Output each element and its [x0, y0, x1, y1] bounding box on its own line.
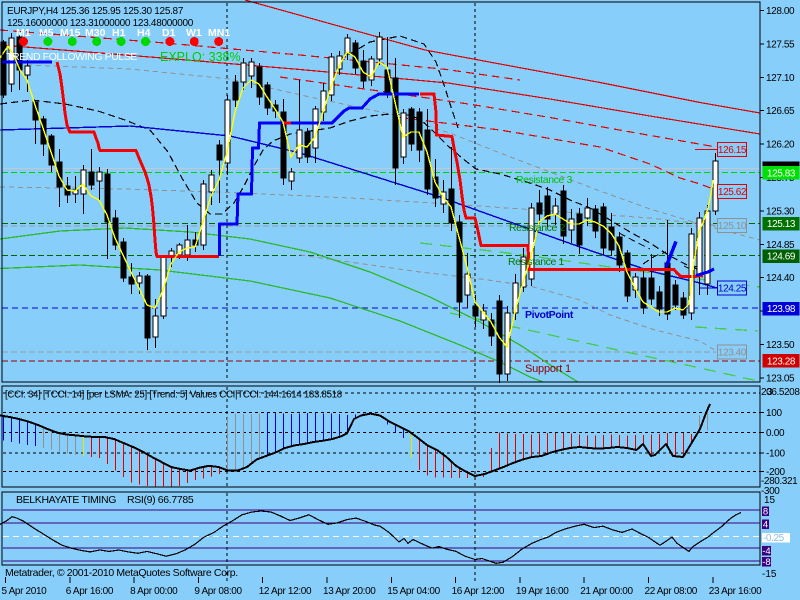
- svg-text:TREND FOLLOWING PULSE: TREND FOLLOWING PULSE: [6, 51, 137, 63]
- svg-text:126.20: 126.20: [766, 140, 795, 151]
- svg-text:W1: W1: [186, 27, 202, 39]
- svg-text:12 Apr 12:00: 12 Apr 12:00: [259, 586, 312, 597]
- svg-text:6 Apr 16:00: 6 Apr 16:00: [66, 586, 114, 597]
- svg-text:M30: M30: [85, 27, 106, 39]
- svg-text:100: 100: [766, 408, 783, 419]
- svg-text:M1: M1: [16, 27, 31, 39]
- svg-text:-8: -8: [762, 557, 770, 568]
- svg-text:124.85: 124.85: [766, 240, 795, 251]
- svg-text:127.10: 127.10: [766, 73, 795, 84]
- svg-text:BELKHAYATE TIMING: BELKHAYATE TIMING: [16, 494, 116, 506]
- svg-text:19 Apr 16:00: 19 Apr 16:00: [516, 586, 569, 597]
- svg-text:0.00: 0.00: [766, 428, 785, 439]
- svg-text:16 Apr 12:00: 16 Apr 12:00: [452, 586, 505, 597]
- svg-text:128.00: 128.00: [766, 6, 795, 17]
- svg-text:Support 1: Support 1: [525, 363, 571, 375]
- svg-text:21 Apr 00:00: 21 Apr 00:00: [580, 586, 633, 597]
- svg-text:-200: -200: [766, 467, 786, 478]
- svg-text:M5: M5: [39, 27, 54, 39]
- svg-text:125.16000000 123.31000000 123.: 125.16000000 123.31000000 123.48000000: [7, 18, 194, 29]
- svg-text:H4: H4: [137, 27, 151, 39]
- svg-text:126.65: 126.65: [766, 106, 795, 117]
- svg-text:Metatrader, © 2001-2010 MetaQu: Metatrader, © 2001-2010 MetaQuotes Softw…: [5, 567, 238, 579]
- svg-text:23 Apr 16:00: 23 Apr 16:00: [709, 586, 762, 597]
- svg-text:127.55: 127.55: [766, 39, 795, 50]
- svg-text:3: 3: [767, 387, 773, 398]
- svg-text:Resistance 3: Resistance 3: [516, 174, 572, 186]
- svg-text:EXPLO: 338%: EXPLO: 338%: [160, 50, 241, 64]
- svg-text:-15: -15: [762, 569, 777, 580]
- svg-text:[CCI: 34] [TCCI: 14] [per LSMA: [CCI: 34] [TCCI: 14] [per LSMA: 25] [Tre…: [5, 390, 342, 401]
- svg-text:123.28: 123.28: [767, 356, 796, 367]
- svg-text:M15: M15: [60, 27, 81, 39]
- svg-text:125.10: 125.10: [718, 221, 747, 232]
- svg-text:126.15: 126.15: [718, 145, 747, 156]
- svg-text:-4: -4: [762, 546, 770, 557]
- svg-text:RSI(9) 66.7785: RSI(9) 66.7785: [127, 494, 194, 506]
- svg-text:-300: -300: [761, 486, 780, 497]
- svg-text:H1: H1: [112, 27, 126, 39]
- svg-text:125.13: 125.13: [767, 219, 796, 230]
- svg-text:Resistance 1: Resistance 1: [508, 256, 564, 268]
- svg-text:-100: -100: [766, 449, 786, 460]
- svg-text:13 Apr 20:00: 13 Apr 20:00: [323, 586, 376, 597]
- svg-text:123.50: 123.50: [766, 340, 795, 351]
- svg-text:9 Apr 08:00: 9 Apr 08:00: [194, 586, 242, 597]
- svg-text:206.5208: 206.5208: [761, 387, 800, 398]
- svg-text:-0.25: -0.25: [763, 533, 785, 544]
- svg-text:15: 15: [764, 495, 776, 506]
- svg-text:125.30: 125.30: [766, 206, 795, 217]
- svg-text:MN1: MN1: [208, 27, 230, 39]
- svg-text:8 Apr 00:00: 8 Apr 00:00: [130, 586, 178, 597]
- svg-text:15 Apr 04:00: 15 Apr 04:00: [387, 586, 440, 597]
- svg-text:123.40: 123.40: [718, 348, 747, 359]
- svg-text:4: 4: [763, 520, 768, 531]
- svg-text:-280.321: -280.321: [761, 476, 798, 487]
- svg-text:22 Apr 08:00: 22 Apr 08:00: [645, 586, 698, 597]
- svg-text:Resistance 2: Resistance 2: [509, 222, 565, 234]
- svg-text:D1: D1: [162, 27, 176, 39]
- svg-text:124.69: 124.69: [767, 252, 796, 263]
- svg-text:125.62: 125.62: [718, 187, 747, 198]
- svg-text:8: 8: [763, 507, 768, 518]
- svg-text:5 Apr 2010: 5 Apr 2010: [2, 586, 48, 597]
- svg-text:123.05: 123.05: [766, 373, 795, 384]
- svg-text:124.25: 124.25: [718, 284, 747, 295]
- svg-text:124.40: 124.40: [766, 273, 795, 284]
- svg-text:EURJPY,H4 125.36 125.95 125.3: EURJPY,H4 125.36 125.95 125.30 125.87: [7, 6, 184, 17]
- svg-text:125.83: 125.83: [767, 168, 796, 179]
- svg-text:123.98: 123.98: [767, 304, 796, 315]
- svg-text:PivotPoint: PivotPoint: [525, 309, 574, 321]
